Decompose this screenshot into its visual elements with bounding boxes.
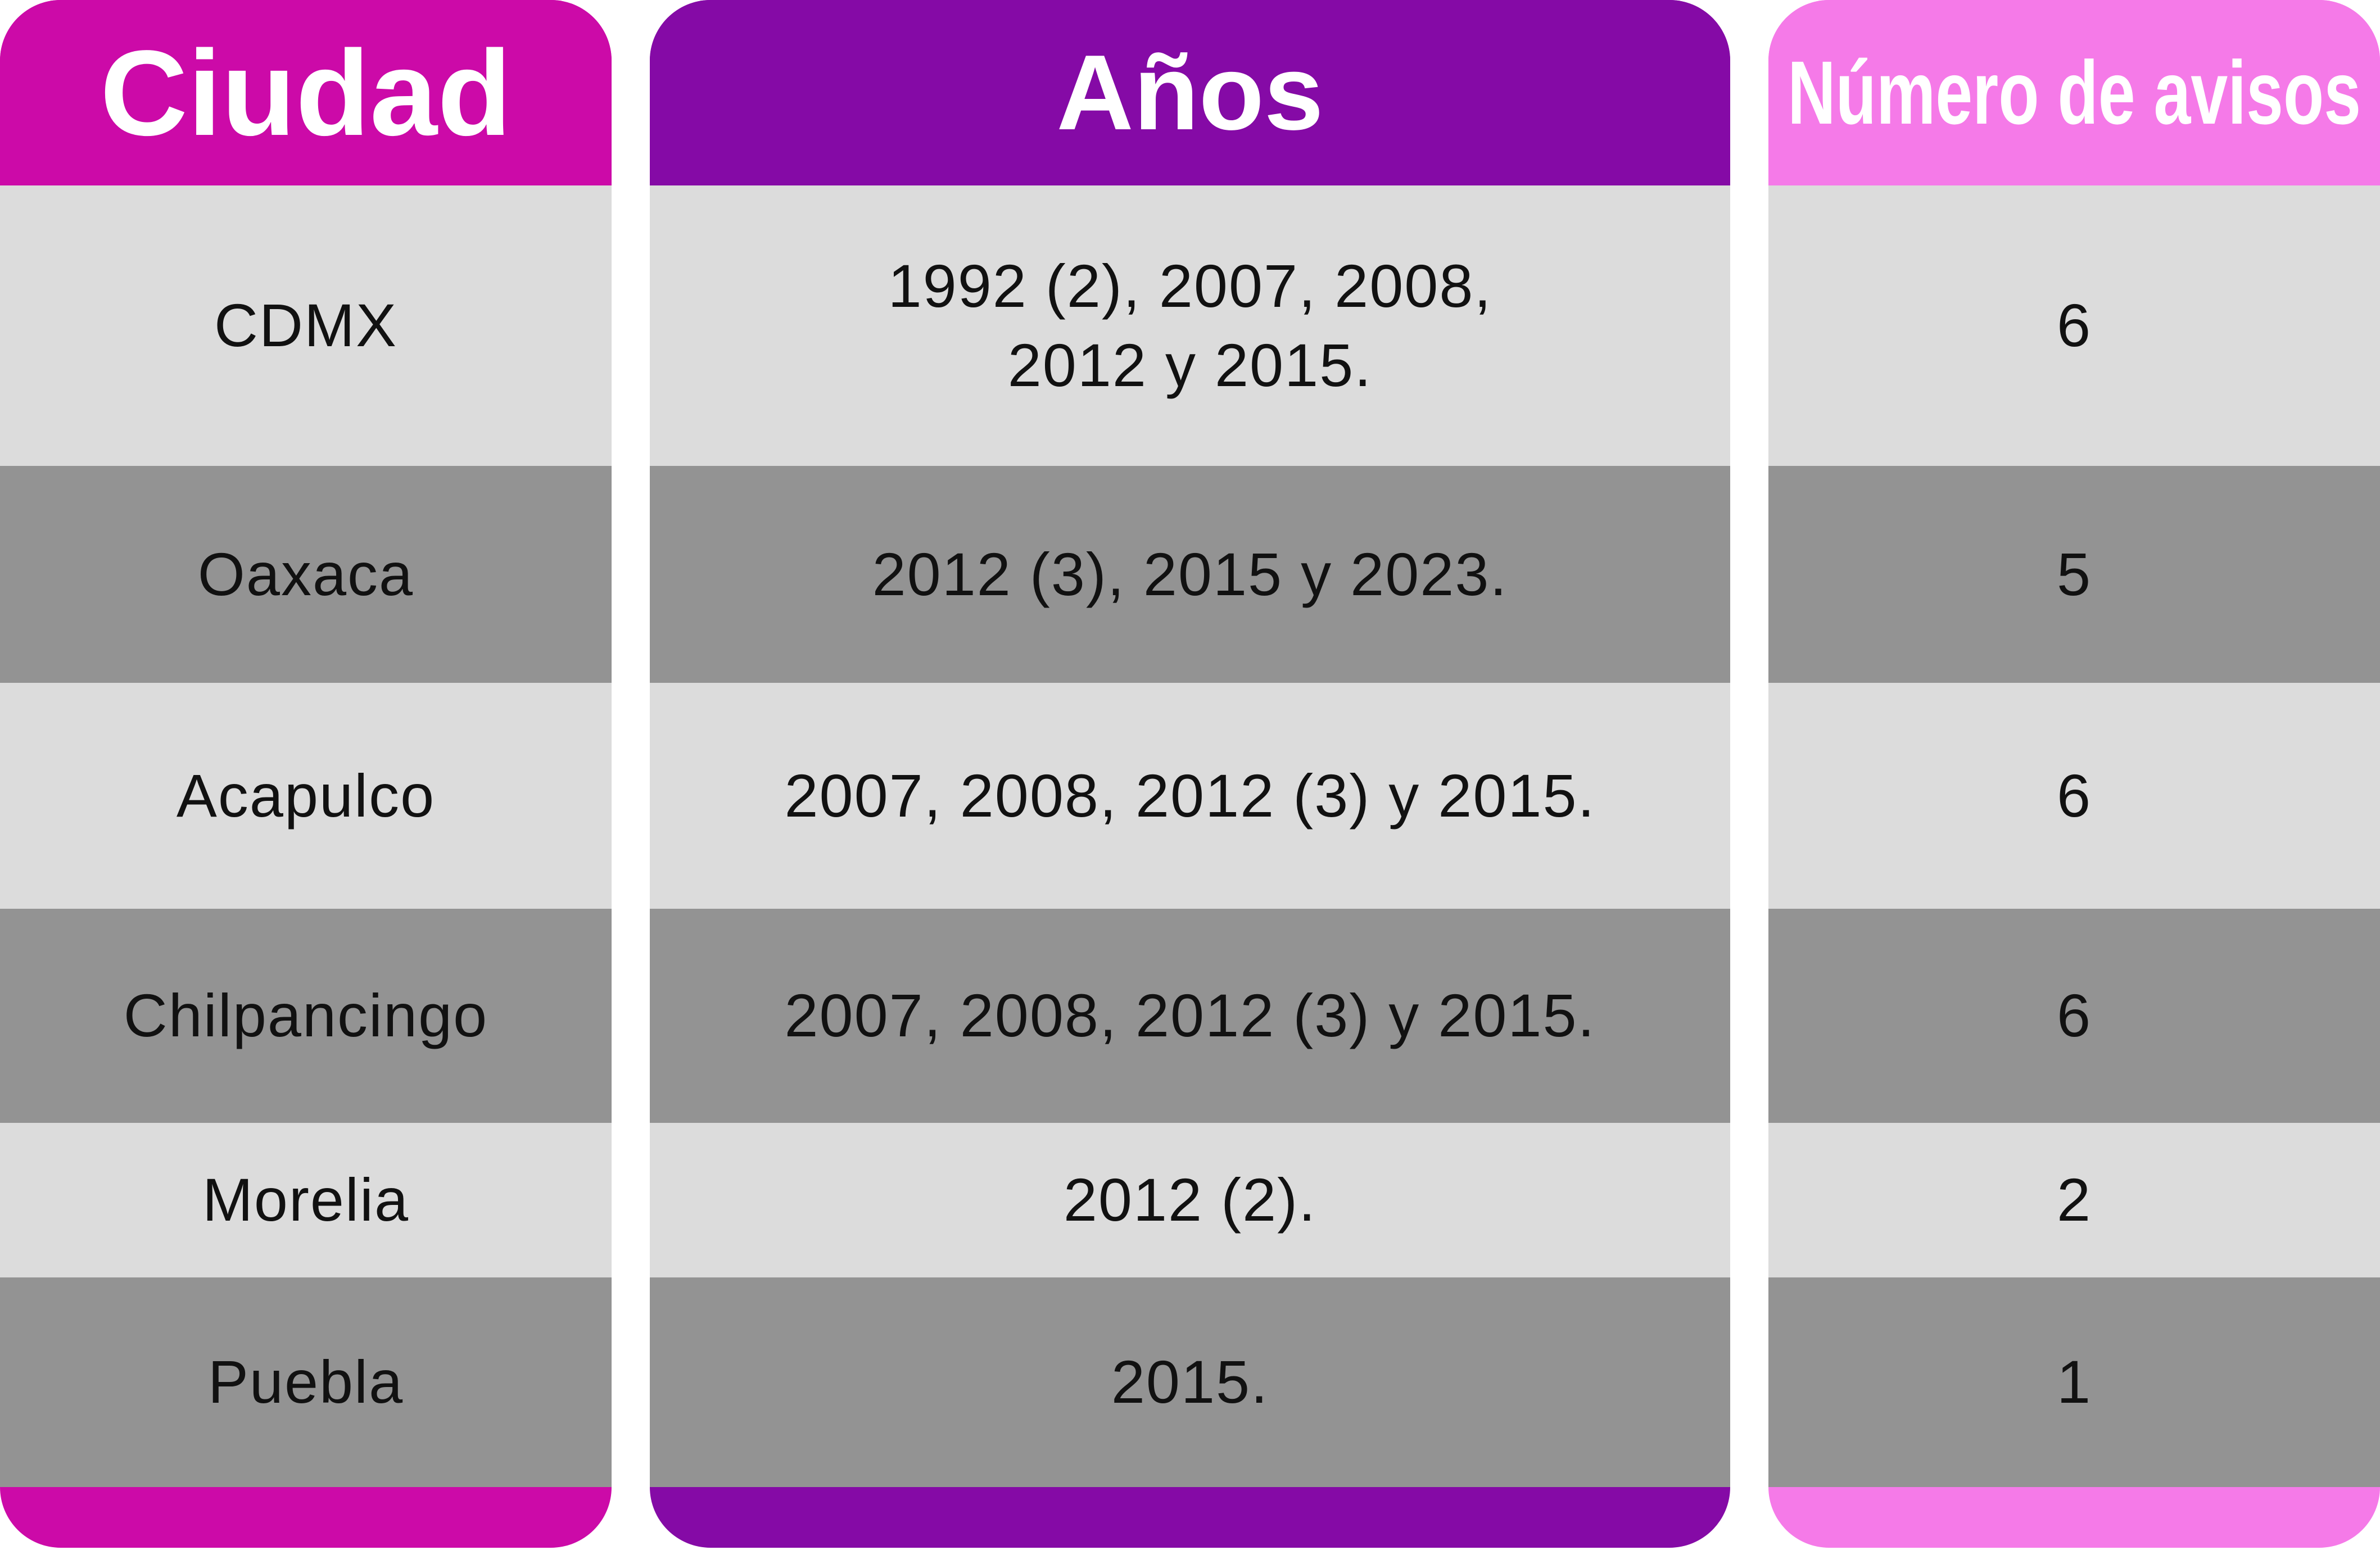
table-cell: Chilpancingo	[0, 909, 612, 1123]
table-cell: 6	[1768, 185, 2380, 466]
table-cell: 5	[1768, 466, 2380, 683]
table-column: Ciudad CDMX Oaxaca Acapulco Chilpancingo More…	[0, 0, 612, 1548]
table-cell: 2	[1768, 1123, 2380, 1277]
table-column: Número de avisos 6 5 6 6 2 1	[1768, 0, 2380, 1548]
table-cell: 2012 (3), 2015 y 2023.	[650, 466, 1730, 683]
table-cell: 2012 (2).	[650, 1123, 1730, 1277]
table-cell: Puebla	[0, 1277, 612, 1487]
table-cell: 6	[1768, 909, 2380, 1123]
table-cell: 6	[1768, 683, 2380, 909]
column-header: Número de avisos	[1768, 0, 2380, 185]
table-cell: 1992 (2), 2007, 2008, 2012 y 2015.	[650, 185, 1730, 466]
header-text: Número de avisos	[1788, 42, 2361, 143]
column-header: Años	[650, 0, 1730, 185]
table-cell: Acapulco	[0, 683, 612, 909]
table-cell: Morelia	[0, 1123, 612, 1277]
table-cell: Oaxaca	[0, 466, 612, 683]
table-column: Años 1992 (2), 2007, 2008, 2012 y 2015. 20…	[650, 0, 1730, 1548]
table-cell: 2007, 2008, 2012 (3) y 2015.	[650, 909, 1730, 1123]
table-cell: 2015.	[650, 1277, 1730, 1487]
header-text: Ciudad	[100, 24, 512, 161]
column-header: Ciudad	[0, 0, 612, 185]
table-cell: 2007, 2008, 2012 (3) y 2015.	[650, 683, 1730, 909]
table-cell: 1	[1768, 1277, 2380, 1487]
table-cell: CDMX	[0, 185, 612, 466]
header-text: Años	[1056, 33, 1324, 152]
